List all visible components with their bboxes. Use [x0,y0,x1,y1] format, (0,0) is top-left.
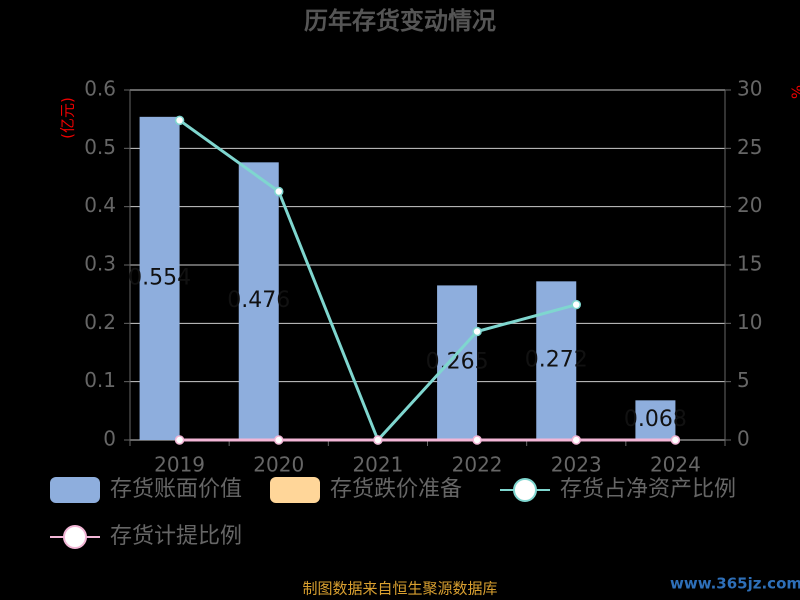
line-marker [472,435,482,445]
bar [139,116,180,440]
y-tick-label: 0.6 [84,77,116,101]
legend-swatch [50,477,100,503]
y2-tick-label: 5 [737,368,750,392]
source-note: 制图数据来自恒生聚源数据库 [302,580,497,598]
y2-tick-label: 25 [737,135,762,159]
legend-swatch [270,477,320,503]
bar [635,400,676,440]
watermark: www.365jz.com [670,575,800,593]
y-axis-label: (亿元) [59,97,77,139]
y-tick-label: 0.1 [84,368,116,392]
y2-axis-label: % [789,85,800,99]
y2-tick-label: 30 [737,77,762,101]
y-tick-label: 0.2 [84,310,116,334]
legend-label: 存货跌价准备 [330,477,462,502]
data-label: 0.068 [624,407,687,432]
legend-label: 存货计提比例 [110,524,242,549]
bar [437,285,478,440]
x-tick-label: 2020 [253,453,304,477]
x-tick-label: 2019 [154,453,205,477]
y2-tick-label: 20 [737,193,762,217]
legend-label: 存货账面价值 [110,477,242,502]
chart-title: 历年存货变动情况 [304,7,496,35]
line-marker [571,435,581,445]
y-tick-label: 0.5 [84,135,116,159]
line-marker [274,186,284,197]
line-marker [670,435,681,445]
bar [238,162,279,441]
y-tick-label: 0 [103,427,116,451]
y2-tick-label: 10 [737,310,762,334]
x-tick-label: 2023 [551,453,602,477]
line-marker [274,435,284,445]
y2-tick-label: 15 [737,252,762,276]
x-tick-label: 2022 [452,453,503,477]
legend-swatch [513,478,537,502]
line-marker [373,435,383,445]
data-label: 0.272 [525,348,588,373]
data-label: 0.554 [128,265,191,290]
x-tick-label: 2021 [352,453,403,477]
y2-tick-label: 0 [737,427,750,451]
line-marker [174,435,185,445]
legend-label: 存货占净资产比例 [560,477,736,502]
legend-swatch [63,525,87,549]
y-tick-label: 0.3 [84,252,116,276]
x-tick-label: 2024 [650,453,701,477]
line-marker [174,115,185,126]
line-marker [472,326,482,337]
y-tick-label: 0.4 [84,193,116,217]
data-label: 0.476 [227,288,290,313]
line-marker [571,299,581,310]
